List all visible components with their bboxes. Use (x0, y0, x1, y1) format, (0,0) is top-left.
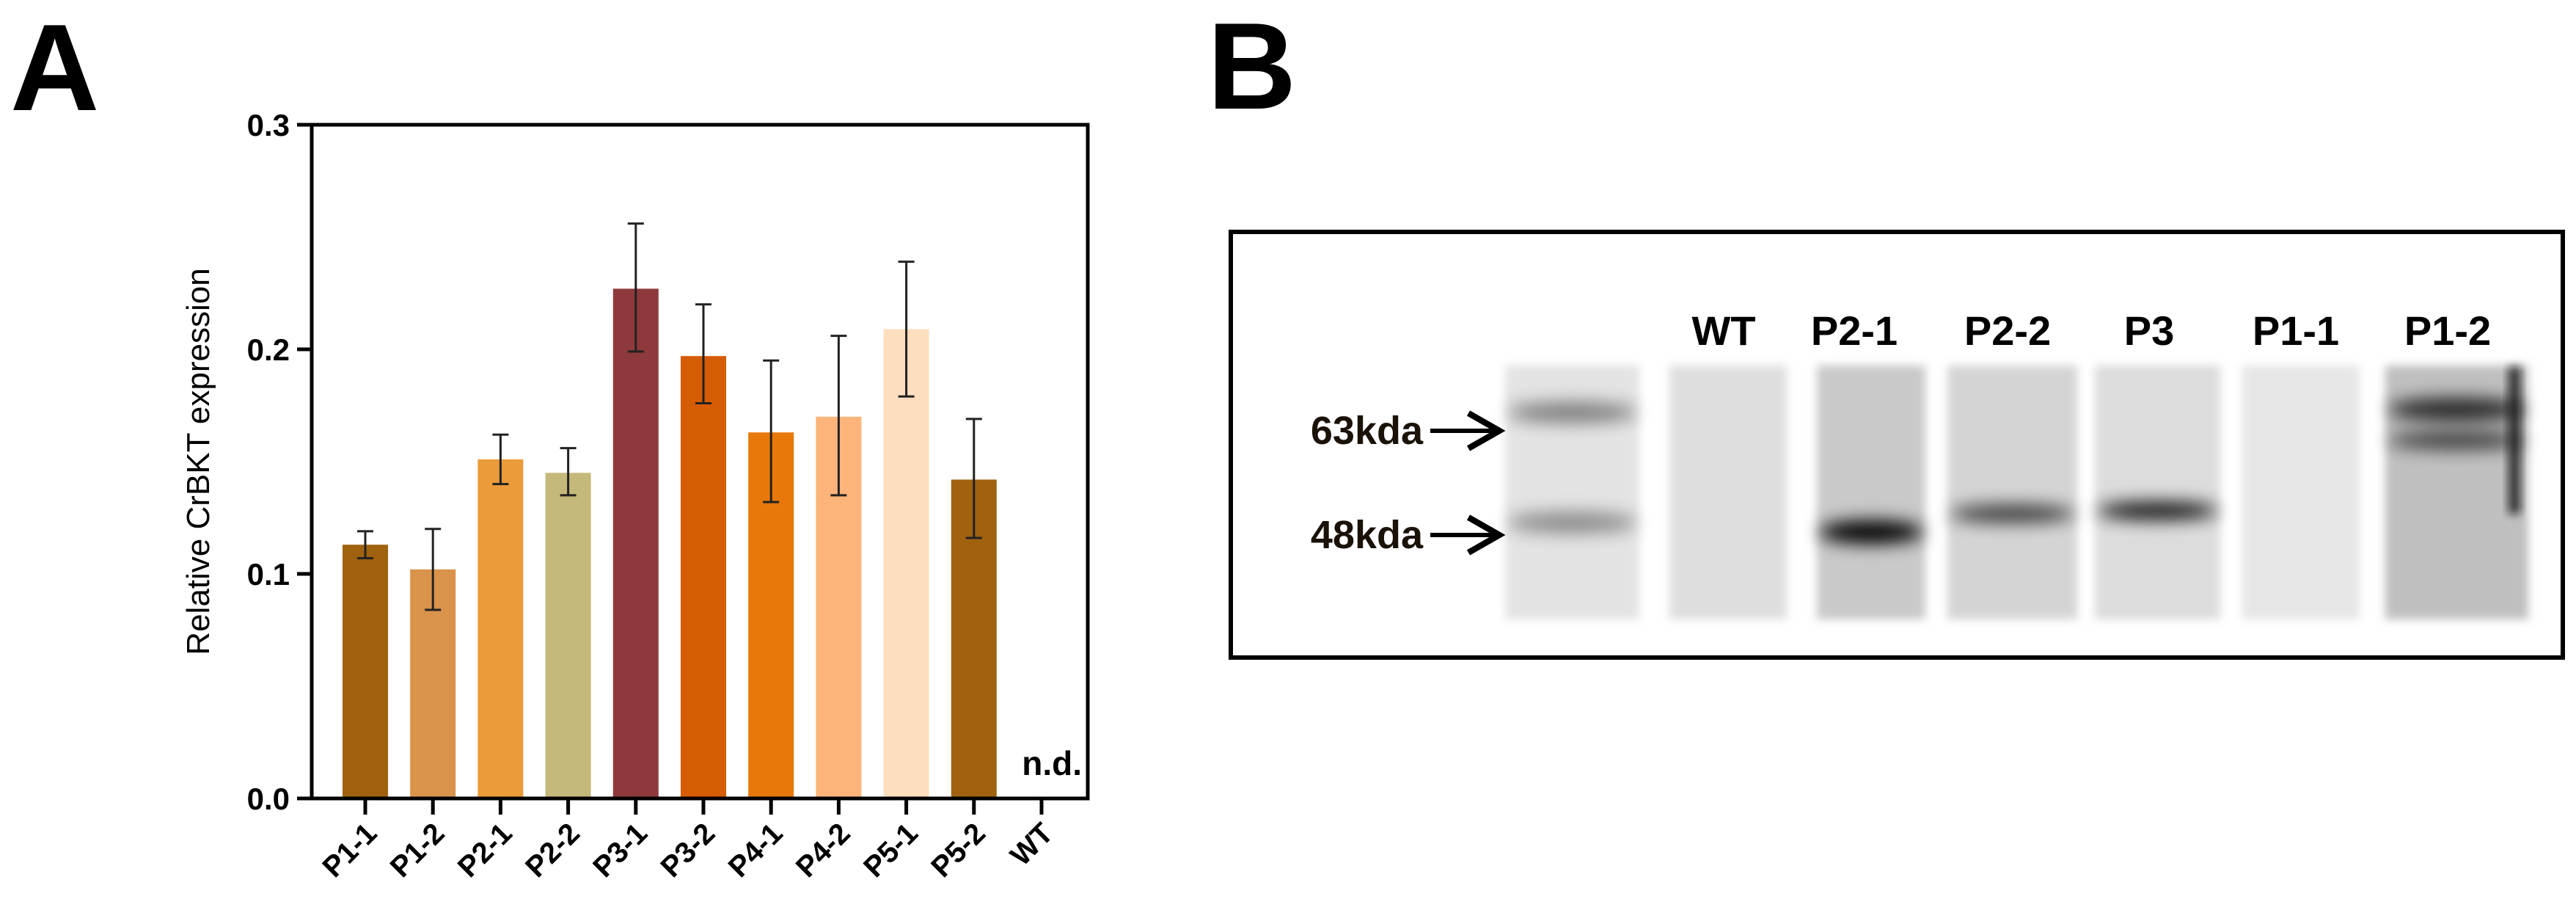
x-tick-label: P4-1 (722, 817, 789, 884)
x-tick-label: P5-2 (925, 817, 992, 884)
marker-label-63kda: 63kda (1311, 409, 1424, 453)
x-tick-label: P2-2 (519, 817, 586, 884)
lane-label-P2-2: P2-2 (1964, 307, 2051, 354)
y-tick-label: 0.3 (247, 108, 290, 142)
y-tick-label: 0.2 (247, 332, 290, 367)
lane-label-P1-2: P1-2 (2404, 307, 2491, 354)
blot-lane-P2-2 (1947, 365, 2077, 619)
lane-label-WT: WT (1691, 307, 1755, 354)
western-blot: WT P2-1 P2-2 P3 P1-1 P1-2 63kda 48kda (1229, 230, 2565, 660)
plot-frame (310, 123, 1090, 801)
blot-band (1818, 520, 1924, 544)
lane-label-P3: P3 (2124, 307, 2175, 354)
lane-label-P2-1: P2-1 (1811, 307, 1898, 354)
blot-band (2509, 367, 2520, 514)
blot-band (1507, 402, 1637, 423)
x-tick-label: WT (1004, 817, 1059, 872)
panel-label-a: A (10, 0, 100, 136)
blot-lane-P2-1 (1817, 365, 1925, 619)
bar-chart: P1-1 P1-2 P2-1 P2-2 P3-1 P3-2 P4-1 P4-2 P5-1 P5-2… (180, 108, 1090, 884)
x-tick-label: P2-1 (452, 817, 519, 884)
x-tick-label: P1-1 (317, 817, 384, 884)
x-tick-label: P1-2 (384, 817, 451, 884)
bar-P3-2 (681, 356, 726, 798)
x-tick-label: P5-1 (857, 817, 924, 884)
blot-band (2097, 502, 2218, 520)
y-axis-label: Relative CrBKT expression (180, 268, 216, 655)
x-tick-label: P3-2 (655, 817, 722, 884)
panel-label-b: B (1207, 0, 1297, 135)
x-tick-label: P4-2 (790, 817, 857, 884)
bar-P5-1 (883, 329, 929, 799)
blot-band (1507, 512, 1637, 533)
marker-label-48kda: 48kda (1311, 513, 1424, 557)
bar-P2-2 (545, 473, 591, 798)
x-tick-label: P3-1 (587, 817, 654, 884)
blot-band (2387, 432, 2526, 449)
blot-lane-P1-1 (2242, 365, 2360, 619)
blot-lane-WT (1669, 365, 1787, 619)
lane-label-P1-1: P1-1 (2253, 307, 2339, 354)
bar-P3-1 (612, 288, 659, 798)
annotation-nd: n.d. (1022, 744, 1082, 782)
blot-band (1950, 505, 2075, 523)
bar-P1-1 (343, 545, 388, 798)
y-tick-label: 0.0 (247, 782, 290, 816)
y-tick-label: 0.1 (247, 557, 290, 592)
blot-lane-P3 (2095, 365, 2220, 619)
bar-P2-1 (477, 459, 524, 798)
blot-band (2387, 398, 2526, 421)
